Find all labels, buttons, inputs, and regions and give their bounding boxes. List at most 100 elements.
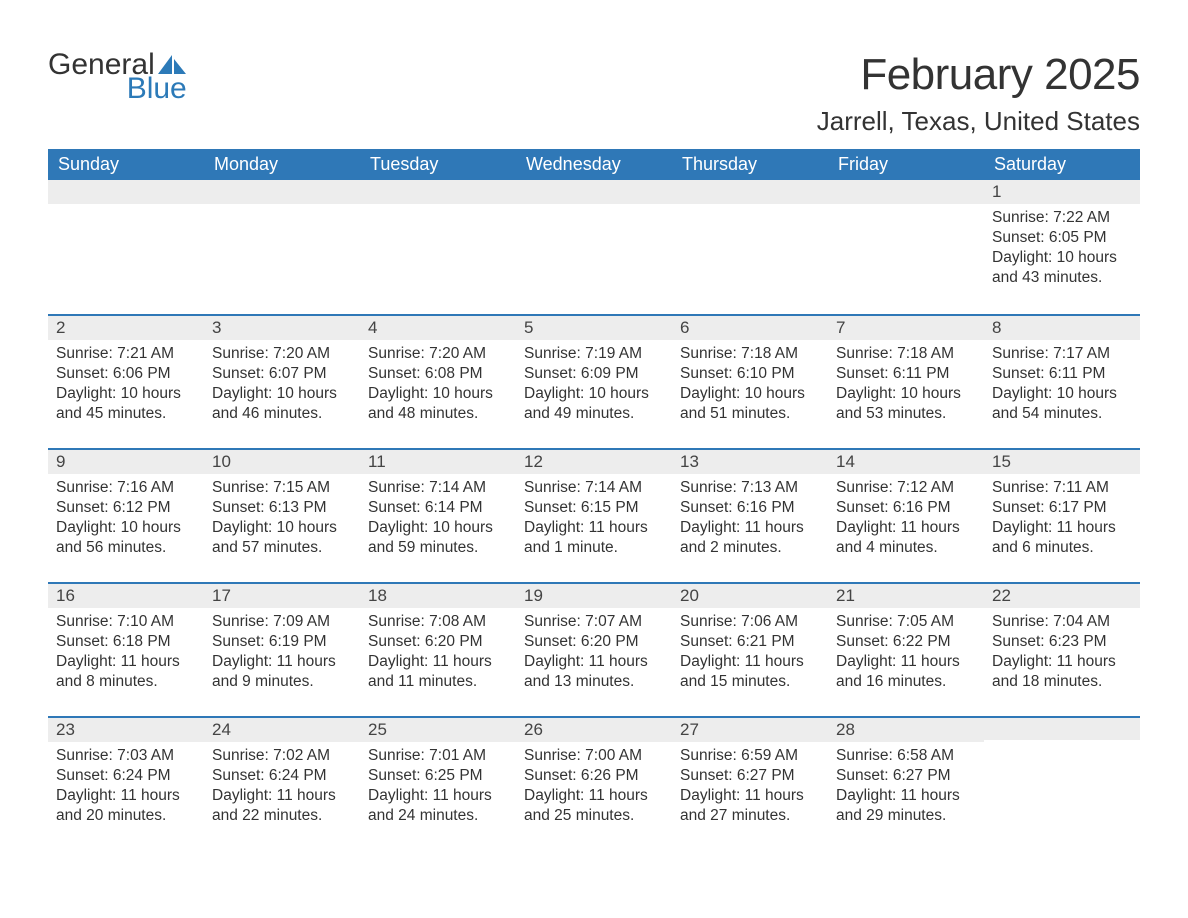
sunrise-line: Sunrise: 7:20 AM (212, 344, 352, 364)
calendar-week-row: 2Sunrise: 7:21 AMSunset: 6:06 PMDaylight… (48, 314, 1140, 448)
day-number-bar: 28 (828, 716, 984, 742)
day-details: Sunrise: 7:00 AMSunset: 6:26 PMDaylight:… (516, 742, 672, 833)
calendar-week-row: 23Sunrise: 7:03 AMSunset: 6:24 PMDayligh… (48, 716, 1140, 850)
sunrise-line: Sunrise: 7:09 AM (212, 612, 352, 632)
sunset-line: Sunset: 6:25 PM (368, 766, 508, 786)
day-details: Sunrise: 7:07 AMSunset: 6:20 PMDaylight:… (516, 608, 672, 699)
day-details: Sunrise: 7:14 AMSunset: 6:15 PMDaylight:… (516, 474, 672, 565)
sunrise-line: Sunrise: 7:06 AM (680, 612, 820, 632)
day-details: Sunrise: 7:02 AMSunset: 6:24 PMDaylight:… (204, 742, 360, 833)
calendar-day-cell: 5Sunrise: 7:19 AMSunset: 6:09 PMDaylight… (516, 314, 672, 448)
day-details: Sunrise: 7:16 AMSunset: 6:12 PMDaylight:… (48, 474, 204, 565)
day-number-bar: 24 (204, 716, 360, 742)
calendar-day-cell: 11Sunrise: 7:14 AMSunset: 6:14 PMDayligh… (360, 448, 516, 582)
calendar-empty-cell (204, 180, 360, 314)
day-number-bar: 9 (48, 448, 204, 474)
sunset-line: Sunset: 6:13 PM (212, 498, 352, 518)
sunset-line: Sunset: 6:16 PM (836, 498, 976, 518)
daylight-line: Daylight: 10 hours and 49 minutes. (524, 384, 664, 424)
calendar-day-cell: 14Sunrise: 7:12 AMSunset: 6:16 PMDayligh… (828, 448, 984, 582)
sunset-line: Sunset: 6:22 PM (836, 632, 976, 652)
calendar-day-cell: 20Sunrise: 7:06 AMSunset: 6:21 PMDayligh… (672, 582, 828, 716)
daylight-line: Daylight: 10 hours and 54 minutes. (992, 384, 1132, 424)
daylight-line: Daylight: 11 hours and 24 minutes. (368, 786, 508, 826)
sunset-line: Sunset: 6:26 PM (524, 766, 664, 786)
daylight-line: Daylight: 10 hours and 48 minutes. (368, 384, 508, 424)
sunrise-line: Sunrise: 7:21 AM (56, 344, 196, 364)
day-number-bar: 15 (984, 448, 1140, 474)
day-number-bar: 4 (360, 314, 516, 340)
sunset-line: Sunset: 6:24 PM (56, 766, 196, 786)
day-details: Sunrise: 7:21 AMSunset: 6:06 PMDaylight:… (48, 340, 204, 431)
sunrise-line: Sunrise: 7:07 AM (524, 612, 664, 632)
daylight-line: Daylight: 10 hours and 43 minutes. (992, 248, 1132, 288)
day-number-bar: 19 (516, 582, 672, 608)
calendar-day-cell: 18Sunrise: 7:08 AMSunset: 6:20 PMDayligh… (360, 582, 516, 716)
day-details: Sunrise: 7:01 AMSunset: 6:25 PMDaylight:… (360, 742, 516, 833)
sunset-line: Sunset: 6:05 PM (992, 228, 1132, 248)
calendar-day-cell: 13Sunrise: 7:13 AMSunset: 6:16 PMDayligh… (672, 448, 828, 582)
sunrise-line: Sunrise: 7:10 AM (56, 612, 196, 632)
calendar-day-cell: 17Sunrise: 7:09 AMSunset: 6:19 PMDayligh… (204, 582, 360, 716)
day-details: Sunrise: 7:20 AMSunset: 6:07 PMDaylight:… (204, 340, 360, 431)
daylight-line: Daylight: 11 hours and 29 minutes. (836, 786, 976, 826)
daylight-line: Daylight: 11 hours and 20 minutes. (56, 786, 196, 826)
daylight-line: Daylight: 11 hours and 15 minutes. (680, 652, 820, 692)
sunset-line: Sunset: 6:11 PM (992, 364, 1132, 384)
sunrise-line: Sunrise: 7:16 AM (56, 478, 196, 498)
logo: General Blue (48, 50, 187, 104)
sunrise-line: Sunrise: 7:18 AM (836, 344, 976, 364)
sunrise-line: Sunrise: 7:01 AM (368, 746, 508, 766)
day-number-bar: 22 (984, 582, 1140, 608)
sunrise-line: Sunrise: 7:17 AM (992, 344, 1132, 364)
daylight-line: Daylight: 11 hours and 13 minutes. (524, 652, 664, 692)
sunrise-line: Sunrise: 7:12 AM (836, 478, 976, 498)
daylight-line: Daylight: 11 hours and 11 minutes. (368, 652, 508, 692)
daylight-line: Daylight: 11 hours and 18 minutes. (992, 652, 1132, 692)
day-details: Sunrise: 7:18 AMSunset: 6:11 PMDaylight:… (828, 340, 984, 431)
daylight-line: Daylight: 10 hours and 53 minutes. (836, 384, 976, 424)
calendar-empty-cell (672, 180, 828, 314)
calendar-day-cell: 3Sunrise: 7:20 AMSunset: 6:07 PMDaylight… (204, 314, 360, 448)
calendar-empty-cell (516, 180, 672, 314)
sunset-line: Sunset: 6:10 PM (680, 364, 820, 384)
sunrise-line: Sunrise: 7:19 AM (524, 344, 664, 364)
sunrise-line: Sunrise: 7:04 AM (992, 612, 1132, 632)
sunset-line: Sunset: 6:18 PM (56, 632, 196, 652)
calendar-day-cell: 8Sunrise: 7:17 AMSunset: 6:11 PMDaylight… (984, 314, 1140, 448)
calendar-day-cell: 9Sunrise: 7:16 AMSunset: 6:12 PMDaylight… (48, 448, 204, 582)
day-number-bar: 16 (48, 582, 204, 608)
day-details: Sunrise: 7:11 AMSunset: 6:17 PMDaylight:… (984, 474, 1140, 565)
calendar-day-cell: 7Sunrise: 7:18 AMSunset: 6:11 PMDaylight… (828, 314, 984, 448)
day-details: Sunrise: 7:13 AMSunset: 6:16 PMDaylight:… (672, 474, 828, 565)
calendar-empty-cell (48, 180, 204, 314)
weekday-header: Saturday (984, 149, 1140, 180)
calendar-day-cell: 19Sunrise: 7:07 AMSunset: 6:20 PMDayligh… (516, 582, 672, 716)
sunrise-line: Sunrise: 7:08 AM (368, 612, 508, 632)
sunrise-line: Sunrise: 7:00 AM (524, 746, 664, 766)
calendar-day-cell: 28Sunrise: 6:58 AMSunset: 6:27 PMDayligh… (828, 716, 984, 850)
daylight-line: Daylight: 10 hours and 46 minutes. (212, 384, 352, 424)
calendar-day-cell: 27Sunrise: 6:59 AMSunset: 6:27 PMDayligh… (672, 716, 828, 850)
weekday-header: Friday (828, 149, 984, 180)
day-details: Sunrise: 7:17 AMSunset: 6:11 PMDaylight:… (984, 340, 1140, 431)
calendar-day-cell: 23Sunrise: 7:03 AMSunset: 6:24 PMDayligh… (48, 716, 204, 850)
day-details: Sunrise: 7:09 AMSunset: 6:19 PMDaylight:… (204, 608, 360, 699)
calendar-day-cell: 2Sunrise: 7:21 AMSunset: 6:06 PMDaylight… (48, 314, 204, 448)
calendar-day-cell: 16Sunrise: 7:10 AMSunset: 6:18 PMDayligh… (48, 582, 204, 716)
calendar-day-cell: 22Sunrise: 7:04 AMSunset: 6:23 PMDayligh… (984, 582, 1140, 716)
calendar-table: SundayMondayTuesdayWednesdayThursdayFrid… (48, 149, 1140, 850)
sunrise-line: Sunrise: 7:03 AM (56, 746, 196, 766)
weekday-header: Sunday (48, 149, 204, 180)
day-details: Sunrise: 7:12 AMSunset: 6:16 PMDaylight:… (828, 474, 984, 565)
calendar-empty-cell (828, 180, 984, 314)
daylight-line: Daylight: 10 hours and 57 minutes. (212, 518, 352, 558)
daylight-line: Daylight: 11 hours and 4 minutes. (836, 518, 976, 558)
day-details: Sunrise: 7:14 AMSunset: 6:14 PMDaylight:… (360, 474, 516, 565)
sunset-line: Sunset: 6:21 PM (680, 632, 820, 652)
daylight-line: Daylight: 10 hours and 59 minutes. (368, 518, 508, 558)
weekday-header: Monday (204, 149, 360, 180)
logo-text-blue: Blue (49, 74, 187, 104)
calendar-day-cell: 6Sunrise: 7:18 AMSunset: 6:10 PMDaylight… (672, 314, 828, 448)
calendar-day-cell: 26Sunrise: 7:00 AMSunset: 6:26 PMDayligh… (516, 716, 672, 850)
